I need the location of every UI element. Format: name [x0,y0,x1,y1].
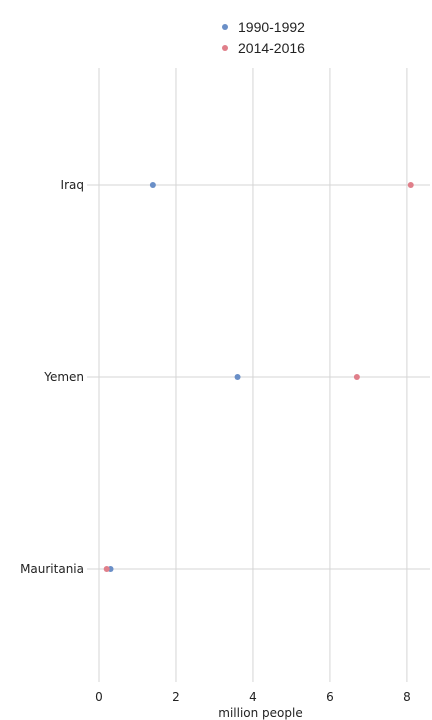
legend-label-1990-1992: 1990-1992 [238,18,305,35]
legend-label-2014-2016: 2014-2016 [238,39,305,56]
x-axis-ticks: 0 2 4 6 8 [95,690,411,704]
data-points [103,182,414,572]
legend-marker-1990-1992 [222,23,228,30]
x-tick-label: 2 [172,690,180,704]
x-tick-label: 8 [403,690,411,704]
x-tick-label: 0 [95,690,103,704]
category-label-yemen: Yemen [43,370,84,384]
legend-marker-2014-2016 [222,44,228,51]
x-tick-label: 4 [249,690,257,704]
point-1990-1992-yemen[interactable] [234,374,241,380]
category-gridlines [87,184,430,570]
point-1990-1992-iraq[interactable] [149,182,156,188]
vertical-gridlines [98,68,408,682]
legend-item-2014-2016[interactable]: 2014-2016 [222,37,305,58]
point-2014-2016-mauritania[interactable] [103,566,110,572]
legend-item-1990-1992[interactable]: 1990-1992 [222,16,305,37]
x-tick-label: 6 [326,690,334,704]
x-axis-title: million people [218,706,302,720]
point-2014-2016-iraq[interactable] [407,182,414,188]
y-axis-category-labels: Iraq Yemen Mauritania [20,178,84,576]
point-2014-2016-yemen[interactable] [353,374,360,380]
legend: 1990-1992 2014-2016 [222,16,305,58]
category-label-mauritania: Mauritania [20,562,84,576]
category-label-iraq: Iraq [61,178,84,192]
